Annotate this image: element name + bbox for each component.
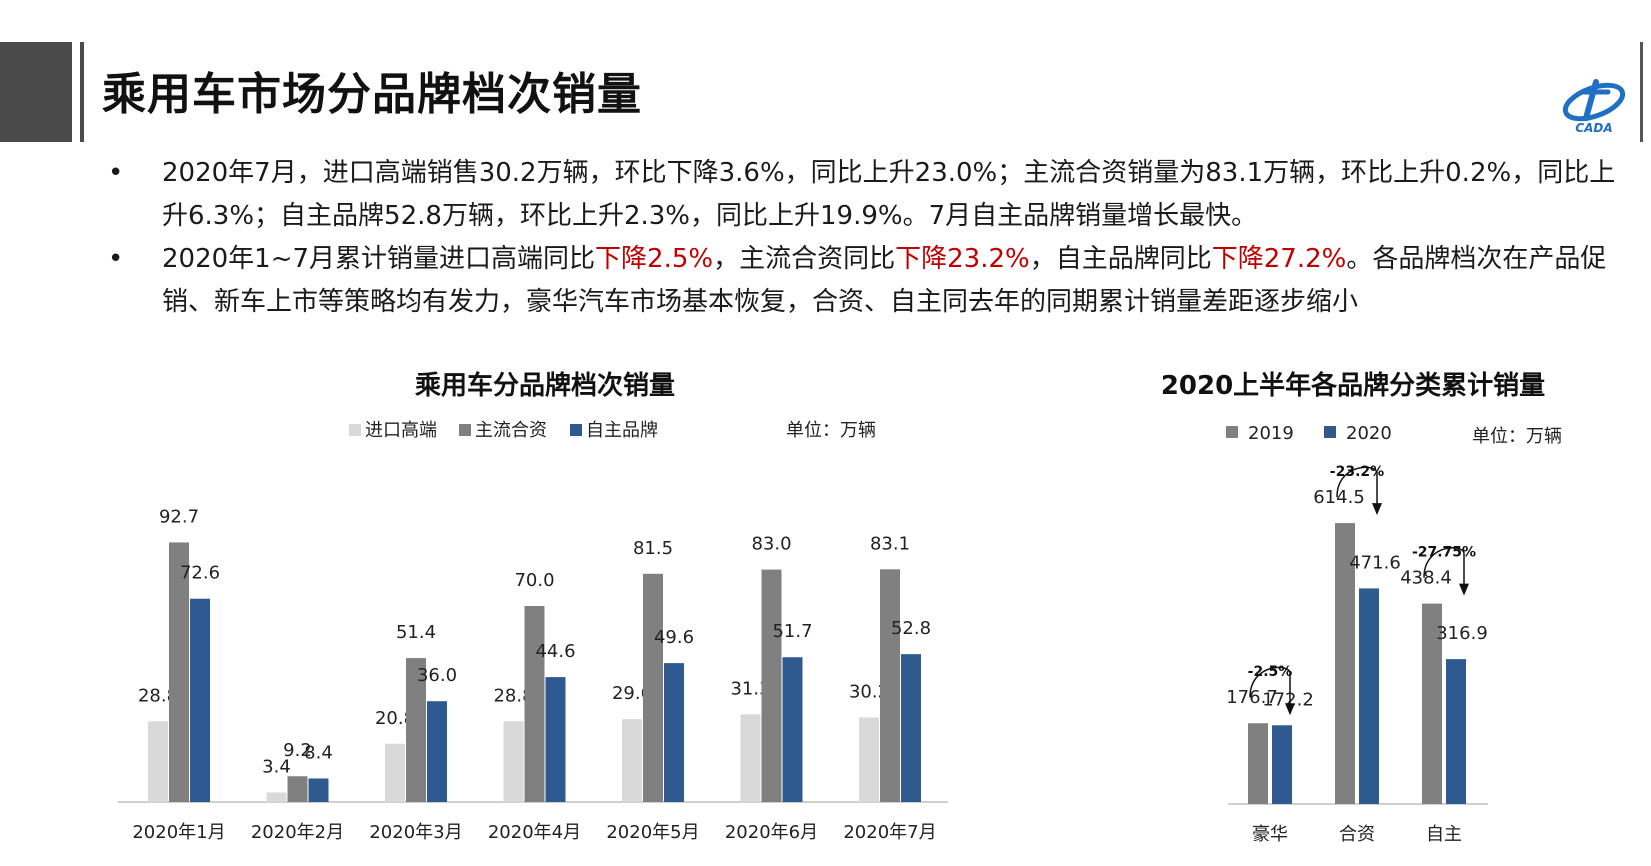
x-tick-label: 2020年2月 [251,822,344,843]
bullet-highlight: 下降23.2% [895,244,1030,274]
bullet-dot: • [108,244,124,274]
bar-进口高端 [503,721,524,802]
data-label: 20.8 [375,708,415,729]
bar-进口高端 [385,743,405,802]
bar-进口高端 [622,719,642,802]
data-label: 52.8 [891,618,931,639]
bar-自主品牌 [901,654,921,802]
legend-swatch [459,424,471,436]
data-label: 51.4 [396,622,436,643]
x-tick-label: 2020年6月 [725,822,818,843]
data-label: 8.4 [304,742,333,763]
data-label: 51.7 [772,621,812,642]
bullet-highlight: 下降2.5% [595,244,714,274]
data-label: 30.2 [849,681,889,702]
legend-swatch [570,424,582,436]
data-label: 70.0 [514,570,554,591]
x-tick-label: 2020年7月 [843,822,936,843]
bullet-text: ，主流合资同比 [713,244,896,274]
data-label: 28.8 [493,685,533,706]
x-tick-label: 2020年4月 [488,822,581,843]
data-label: 29.6 [612,683,652,704]
bar-进口高端 [740,714,761,802]
x-tick-label: 2020年3月 [369,822,462,843]
legend-label: 自主品牌 [586,420,658,441]
bullet-text: ，自主品牌同比 [1029,244,1212,274]
bar-自主品牌 [308,778,329,802]
title-accent-block [0,42,72,142]
bar-进口高端 [266,792,287,802]
data-label: 83.1 [870,533,910,554]
cada-logo: CADA [1562,79,1626,134]
bullet-highlight: 下降27.2% [1211,244,1347,274]
x-tick-label: 2020年1月 [132,822,225,843]
data-label: 31.3 [730,678,770,699]
page-title: 乘用车市场分品牌档次销量 [102,69,642,120]
bar-主流合资 [169,542,189,802]
bar-主流合资 [761,569,782,802]
legend-swatch [349,424,361,436]
title-accent-rule [80,42,84,142]
unit-label: 单位：万辆 [786,420,876,441]
bar-主流合资 [287,776,308,802]
logo-text: CADA [1575,121,1612,134]
bullet-dot: • [108,158,124,188]
legend-label: 主流合资 [475,420,547,441]
data-label: 36.0 [417,665,457,686]
bar-主流合资 [406,658,426,802]
bullet-item: • 2020年1~7月累计销量进口高端同比下降2.5%，主流合资同比下降23.2… [108,238,1628,324]
data-label: 83.0 [751,534,791,555]
legend-label: 进口高端 [365,420,437,441]
bar-进口高端 [148,721,168,802]
bullet-text: 2020年7月，进口高端销售30.2万辆，环比下降3.6%，同比上升23.0%；… [162,158,1616,231]
right-edge-rule [1640,42,1643,142]
bar-自主品牌 [545,677,566,802]
bar-主流合资 [524,606,545,802]
chart-title: 乘用车分品牌档次销量 [414,370,675,401]
data-label: 92.7 [159,506,199,527]
bullet-text: 2020年1~7月累计销量进口高端同比 [162,244,596,274]
data-label: 72.6 [180,563,220,584]
data-label: 28.8 [138,685,178,706]
bar-自主品牌 [782,657,803,802]
bullet-item: • 2020年7月，进口高端销售30.2万辆，环比下降3.6%，同比上升23.0… [108,152,1628,238]
bar-自主品牌 [190,598,210,802]
data-label: 3.4 [262,756,291,777]
bullet-text: 。各品牌档次在产品促销、新车上市等策略均有发力，豪华汽车市场基本恢复，合资、自主… [162,244,1607,317]
data-label: 44.6 [535,641,575,662]
data-label: 81.5 [633,538,673,559]
bar-主流合资 [643,573,663,802]
data-label: 49.6 [654,627,694,648]
bullet-list: • 2020年7月，进口高端销售30.2万辆，环比下降3.6%，同比上升23.0… [108,152,1628,324]
bar-自主品牌 [427,701,447,802]
bar-进口高端 [859,717,879,802]
x-tick-label: 2020年5月 [606,822,699,843]
bar-自主品牌 [664,663,684,802]
data-label: 9.2 [283,740,312,761]
bar-主流合资 [880,569,900,802]
